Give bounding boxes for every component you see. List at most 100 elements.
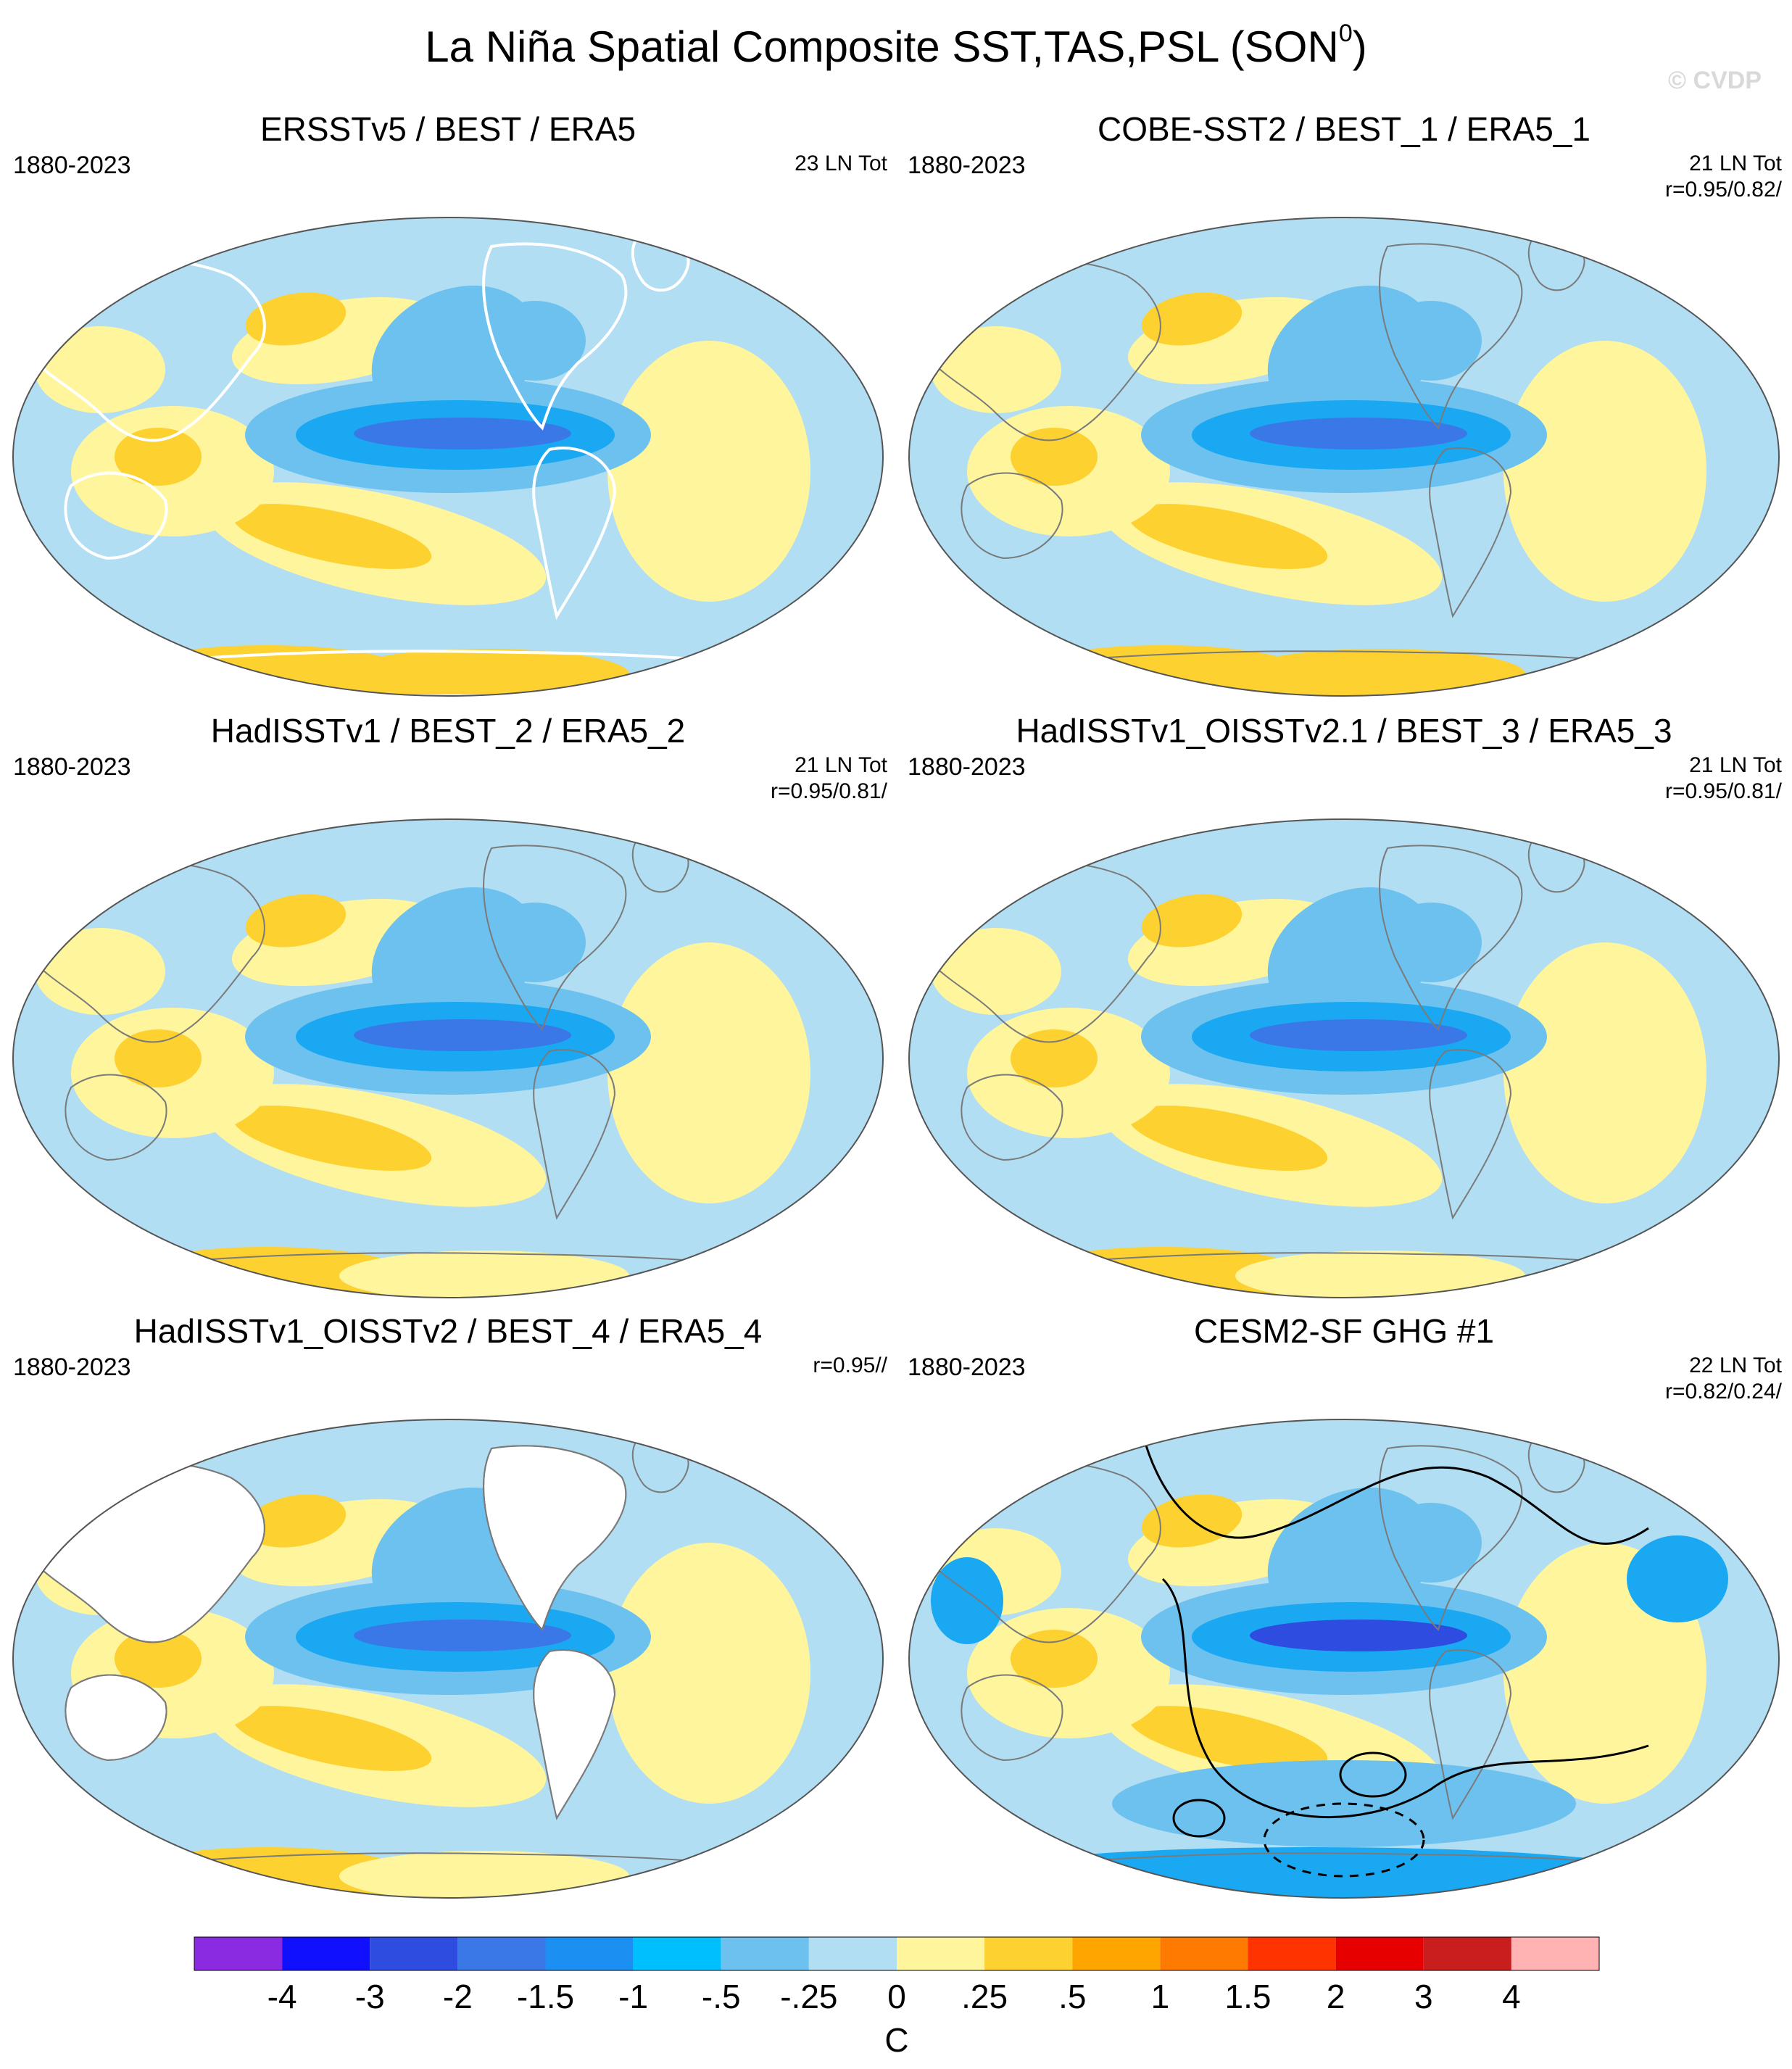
warm-anomaly-atlantic [607,1543,810,1804]
coastline-australia [65,1074,167,1161]
cold-anomaly-pacific-core [354,1620,571,1651]
warm-anomaly-maritime-continent [115,428,202,486]
warm-anomaly-north-pacific-core [245,894,347,948]
coastline-namerica [1379,243,1523,429]
anomaly-field [13,236,810,696]
panel-period: 1880-2023 [13,1353,131,1381]
warm-anomaly-asia [931,326,1061,413]
colorbar-swatch [370,1937,458,1970]
cold-anomaly-pacific-core [1250,1019,1467,1051]
psl-contour-closed [1172,1799,1226,1838]
warm-anomaly-maritime-continent [1011,428,1098,486]
panel-title: COBE-SST2 / BEST_1 / ERA5_1 [1097,110,1591,148]
cold-anomaly-pacific-core [354,1019,571,1051]
cold-anomaly-indian-west [931,1557,1003,1644]
globe-outline [908,217,1780,697]
warm-anomaly-maritime-continent [1011,1029,1098,1087]
colorbar-swatch [633,1937,721,1970]
colorbar-swatch [897,1937,985,1970]
warm-anomaly-antarctic-east [1235,649,1525,696]
colorbar-tick-label: .25 [961,1978,1008,2015]
colorbar-frame [194,1936,1600,1971]
panel-stat-line: 21 LN Tot [1689,753,1782,777]
warm-anomaly-atlantic [607,942,810,1203]
warm-anomaly-maritime-continent [115,1630,202,1688]
coastline-namerica [482,242,628,431]
panel-title: HadISSTv1 / BEST_2 / ERA5_2 [210,712,686,750]
panel-title: CESM2-SF GHG #1 [1193,1312,1495,1350]
map-panel-5: HadISSTv1_OISSTv2 / BEST_4 / ERA5_4 1880… [0,1311,896,1912]
warm-anomaly-north-pacific-core [1141,894,1243,948]
coastline-australia [961,1074,1063,1161]
colorbar-tick-label: 2 [1327,1978,1345,2015]
psl-contour-closed [1339,1751,1407,1798]
cold-anomaly-southern-ocean [1112,1760,1576,1847]
coastline-samerica [533,1049,616,1220]
cold-anomaly-north-america-coast [484,903,586,982]
panel-stat-line: 22 LN Tot [1689,1353,1782,1377]
panel-stat-line: 23 LN Tot [795,152,887,175]
cold-anomaly-north-america-coast [484,301,586,381]
colorbar-tick-label: -4 [267,1978,297,2015]
cold-anomaly-north-america-coast [1380,1503,1482,1583]
warm-anomaly-south-pacific-core [1128,1106,1328,1171]
panel-stats: 21 LN Tot r=0.95/0.81/ [1665,752,1782,805]
cold-anomaly-north-america-coast [1380,903,1482,982]
panel-stat-line: r=0.95/0.81/ [771,779,887,803]
panel-stat-line: r=0.95/0.82/ [1665,178,1782,202]
panel-period: 1880-2023 [908,152,1026,179]
panel-title: ERSSTv5 / BEST / ERA5 [260,110,636,148]
colorbar-swatch [721,1937,809,1970]
coastline-samerica [533,1649,616,1820]
coastline-namerica [1379,845,1523,1031]
colorbar-tick-label: .5 [1058,1978,1086,2015]
figure-title-text: La Niña Spatial Composite SST,TAS,PSL (S… [425,22,1339,71]
warm-anomaly-antarctic-east [339,1851,629,1898]
panel-stat-line: 21 LN Tot [795,753,887,777]
colorbar-tick-label: 1 [1151,1978,1170,2015]
warm-anomaly-south-pacific-core [232,1106,432,1171]
map-svg [908,1419,1780,1899]
warm-anomaly-antarctic-east [1235,1251,1525,1298]
map-panel-1: ERSSTv5 / BEST / ERA5 1880-2023 23 LN To… [0,109,896,710]
warm-anomaly-maritime-continent [1011,1630,1098,1688]
warm-anomaly-south-pacific-core [232,1706,432,1771]
panel-stat-line: r=0.95// [813,1353,887,1377]
panel-period: 1880-2023 [13,753,131,781]
colorbar-swatch [194,1937,283,1970]
warm-anomaly-north-pacific-core [1141,292,1243,346]
panel-stat-line: r=0.95/0.81/ [1665,779,1782,803]
panel-stat-line: r=0.82/0.24/ [1665,1380,1782,1403]
psl-contour-negative [1263,1802,1425,1878]
warm-anomaly-antarctic-east [339,649,629,696]
panel-stat-line: 21 LN Tot [1689,152,1782,175]
coastline-samerica [532,447,617,621]
cold-anomaly-antarctic [967,1847,1663,1898]
globe-outline [12,818,884,1298]
colorbar-tick-label: -.5 [702,1978,741,2015]
colorbar-tick-label: 4 [1502,1978,1521,2015]
colorbar-swatch [984,1937,1073,1970]
figure-title-superscript: 0 [1338,20,1353,47]
panel-stats: 21 LN Tot r=0.95/0.81/ [771,752,887,805]
map-panel-2: COBE-SST2 / BEST_1 / ERA5_1 1880-2023 21… [896,109,1792,710]
colorbar-swatch [1072,1937,1161,1970]
coastline-samerica [1429,1649,1512,1820]
cold-anomaly-north-america-coast [1380,301,1482,381]
coastline-samerica [1429,1049,1512,1220]
panel-stats: r=0.95// [813,1353,887,1379]
cold-anomaly-pacific-core [1250,418,1467,449]
panel-period: 1880-2023 [13,152,131,179]
colorbar-swatch [1423,1937,1511,1970]
globe-outline [908,1419,1780,1899]
map-panel-4: HadISSTv1_OISSTv2.1 / BEST_3 / ERA5_3 18… [896,710,1792,1312]
coastline-australia [65,1674,167,1762]
warm-anomaly-atlantic [1503,942,1706,1203]
panel-period: 1880-2023 [908,1353,1026,1381]
warm-anomaly-south-pacific-core [232,504,432,569]
warm-anomaly-asia [35,326,165,413]
map-svg [12,217,884,697]
panel-title: HadISSTv1_OISSTv2.1 / BEST_3 / ERA5_3 [1016,712,1672,750]
colorbar-tick-label: -.25 [780,1978,837,2015]
colorbar-tick-label: 1.5 [1225,1978,1272,2015]
